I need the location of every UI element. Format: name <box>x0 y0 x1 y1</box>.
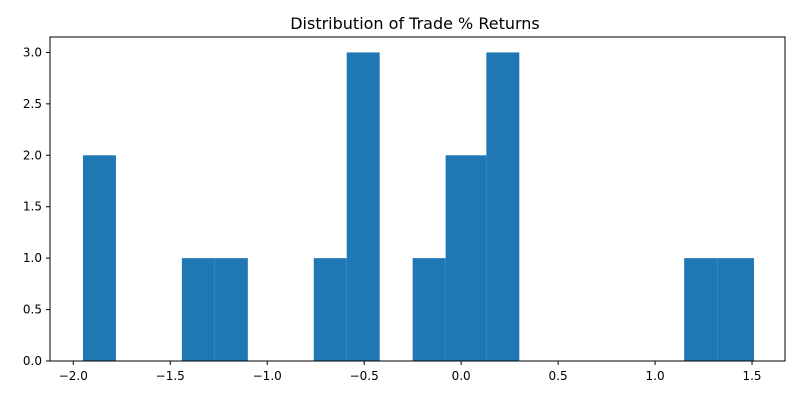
plot-frame <box>49 36 786 362</box>
y-tick-label-4: 2.0 <box>23 148 42 162</box>
x-tick-label-4: 0.0 <box>452 369 471 383</box>
x-axis: −2.0 −1.5 −1.0 −0.5 0.0 0.5 1.0 1.5 <box>59 361 762 383</box>
histogram-bar-10 <box>412 258 446 361</box>
x-tick-label-6: 1.0 <box>646 369 665 383</box>
y-tick-label-0: 0.0 <box>23 354 42 368</box>
x-tick-label-2: −1.0 <box>253 369 282 383</box>
chart-title: Distribution of Trade % Returns <box>290 14 540 33</box>
histogram-bar-7 <box>313 258 347 361</box>
y-tick-label-1: 0.5 <box>23 303 42 317</box>
histogram-bar-12 <box>486 52 520 362</box>
histogram-bar-11 <box>445 155 487 361</box>
histogram-bar-0 <box>82 155 116 361</box>
y-axis: 0.0 0.5 1.0 1.5 2.0 2.5 3.0 <box>23 45 50 368</box>
y-tick-label-5: 2.5 <box>23 97 42 111</box>
histogram-bars <box>82 52 754 362</box>
y-tick-label-3: 1.5 <box>23 200 42 214</box>
histogram-bar-3 <box>181 258 215 361</box>
y-tick-label-6: 3.0 <box>23 45 42 59</box>
x-tick-label-3: −0.5 <box>350 369 379 383</box>
histogram-bar-19 <box>717 258 754 361</box>
x-tick-label-7: 1.5 <box>742 369 761 383</box>
x-tick-label-5: 0.5 <box>549 369 568 383</box>
histogram-bar-4 <box>214 258 248 361</box>
histogram-bar-18 <box>684 258 718 361</box>
y-tick-label-2: 1.0 <box>23 251 42 265</box>
x-tick-label-1: −1.5 <box>156 369 185 383</box>
x-tick-label-0: −2.0 <box>59 369 88 383</box>
histogram-bar-8 <box>346 52 380 362</box>
